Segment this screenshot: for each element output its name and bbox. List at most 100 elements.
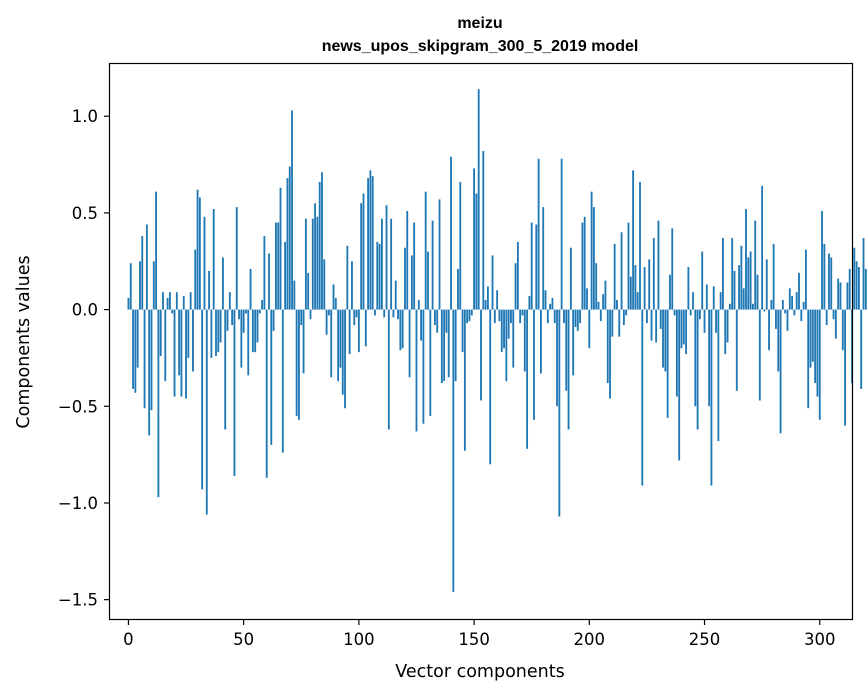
bar-9: [148, 309, 151, 436]
x-tick-label: 0: [123, 630, 134, 649]
bar-274: [758, 309, 761, 401]
bar-241: [682, 309, 685, 345]
bar-305: [830, 257, 833, 310]
bar-280: [772, 243, 775, 310]
bar-174: [528, 296, 531, 310]
bar-38: [215, 309, 217, 356]
bar-192: [569, 247, 572, 310]
bar-105: [369, 170, 372, 310]
bar-320: [864, 268, 867, 310]
bar-117: [397, 309, 399, 320]
x-tick-label: 100: [343, 630, 375, 649]
bar-37: [212, 209, 215, 310]
x-axis-ticks: 0 50 100 150 200 250 300: [123, 619, 835, 649]
bar-253: [710, 309, 713, 486]
bar-4: [136, 309, 139, 368]
bar-94: [344, 309, 346, 409]
bar-254: [712, 286, 715, 310]
bar-51: [245, 309, 247, 314]
bar-35: [208, 270, 211, 310]
bar-28: [192, 309, 194, 372]
bar-306: [832, 309, 835, 320]
bar-143: [457, 268, 459, 310]
bar-33: [203, 216, 206, 310]
bar-113: [387, 309, 390, 430]
bar-99: [355, 309, 358, 318]
bar-223: [641, 309, 644, 486]
bar-129: [424, 191, 427, 310]
bar-140: [450, 156, 452, 310]
bar-200: [588, 309, 591, 349]
bar-203: [595, 263, 598, 310]
bar-85: [323, 259, 326, 310]
bar-130: [427, 251, 429, 310]
bar-164: [505, 309, 508, 382]
bar-170: [519, 309, 522, 324]
bar-67: [281, 309, 284, 453]
bar-217: [627, 222, 630, 310]
bar-266: [740, 245, 743, 310]
bar-54: [251, 309, 254, 353]
bar-148: [468, 309, 471, 322]
bar-176: [533, 309, 535, 420]
bar-297: [811, 309, 814, 362]
bar-258: [722, 238, 724, 310]
bar-209: [609, 309, 611, 399]
bar-55: [254, 309, 257, 353]
bar-311: [844, 309, 847, 426]
bar-8: [145, 224, 148, 310]
bar-128: [422, 309, 425, 424]
bar-317: [857, 267, 860, 310]
bar-178: [537, 158, 540, 310]
bar-101: [360, 203, 363, 310]
bar-194: [574, 309, 577, 327]
bar-219: [632, 170, 635, 310]
bar-213: [618, 309, 621, 337]
bar-206: [602, 294, 605, 310]
bar-190: [565, 309, 568, 391]
bar-71: [291, 110, 293, 310]
bar-251: [705, 284, 708, 310]
bar-60: [265, 309, 268, 478]
bar-52: [247, 309, 250, 376]
bar-19: [171, 309, 174, 314]
bar-6: [141, 236, 144, 310]
bar-2: [132, 309, 134, 389]
bar-42: [224, 309, 227, 430]
bar-77: [304, 218, 307, 310]
bar-10: [150, 309, 153, 411]
bar-207: [604, 280, 607, 310]
bar-220: [634, 265, 637, 310]
bar-11: [152, 261, 155, 310]
bar-172: [523, 309, 526, 372]
bar-66: [279, 187, 282, 310]
bar-189: [563, 309, 565, 324]
bar-267: [742, 288, 745, 310]
bar-231: [659, 309, 662, 329]
bar-260: [726, 309, 729, 343]
bar-147: [466, 309, 469, 324]
bar-261: [728, 303, 731, 310]
bar-188: [560, 158, 563, 310]
bar-123: [410, 255, 413, 310]
bar-299: [816, 309, 819, 397]
bar-259: [724, 309, 727, 355]
bar-268: [745, 209, 747, 310]
bar-230: [657, 220, 660, 310]
bar-249: [701, 251, 704, 310]
bar-111: [383, 309, 386, 318]
x-tick-label: 300: [804, 630, 836, 649]
bar-44: [228, 292, 231, 310]
bar-86: [325, 309, 328, 335]
bar-276: [763, 309, 766, 312]
bar-293: [802, 301, 805, 310]
bar-310: [841, 309, 844, 351]
bar-17: [166, 297, 169, 310]
bar-108: [376, 241, 379, 310]
bar-76: [302, 309, 305, 374]
bar-233: [664, 309, 667, 372]
bar-162: [500, 309, 503, 353]
bar-1: [129, 263, 132, 310]
bar-318: [860, 309, 863, 389]
bar-132: [431, 220, 434, 310]
